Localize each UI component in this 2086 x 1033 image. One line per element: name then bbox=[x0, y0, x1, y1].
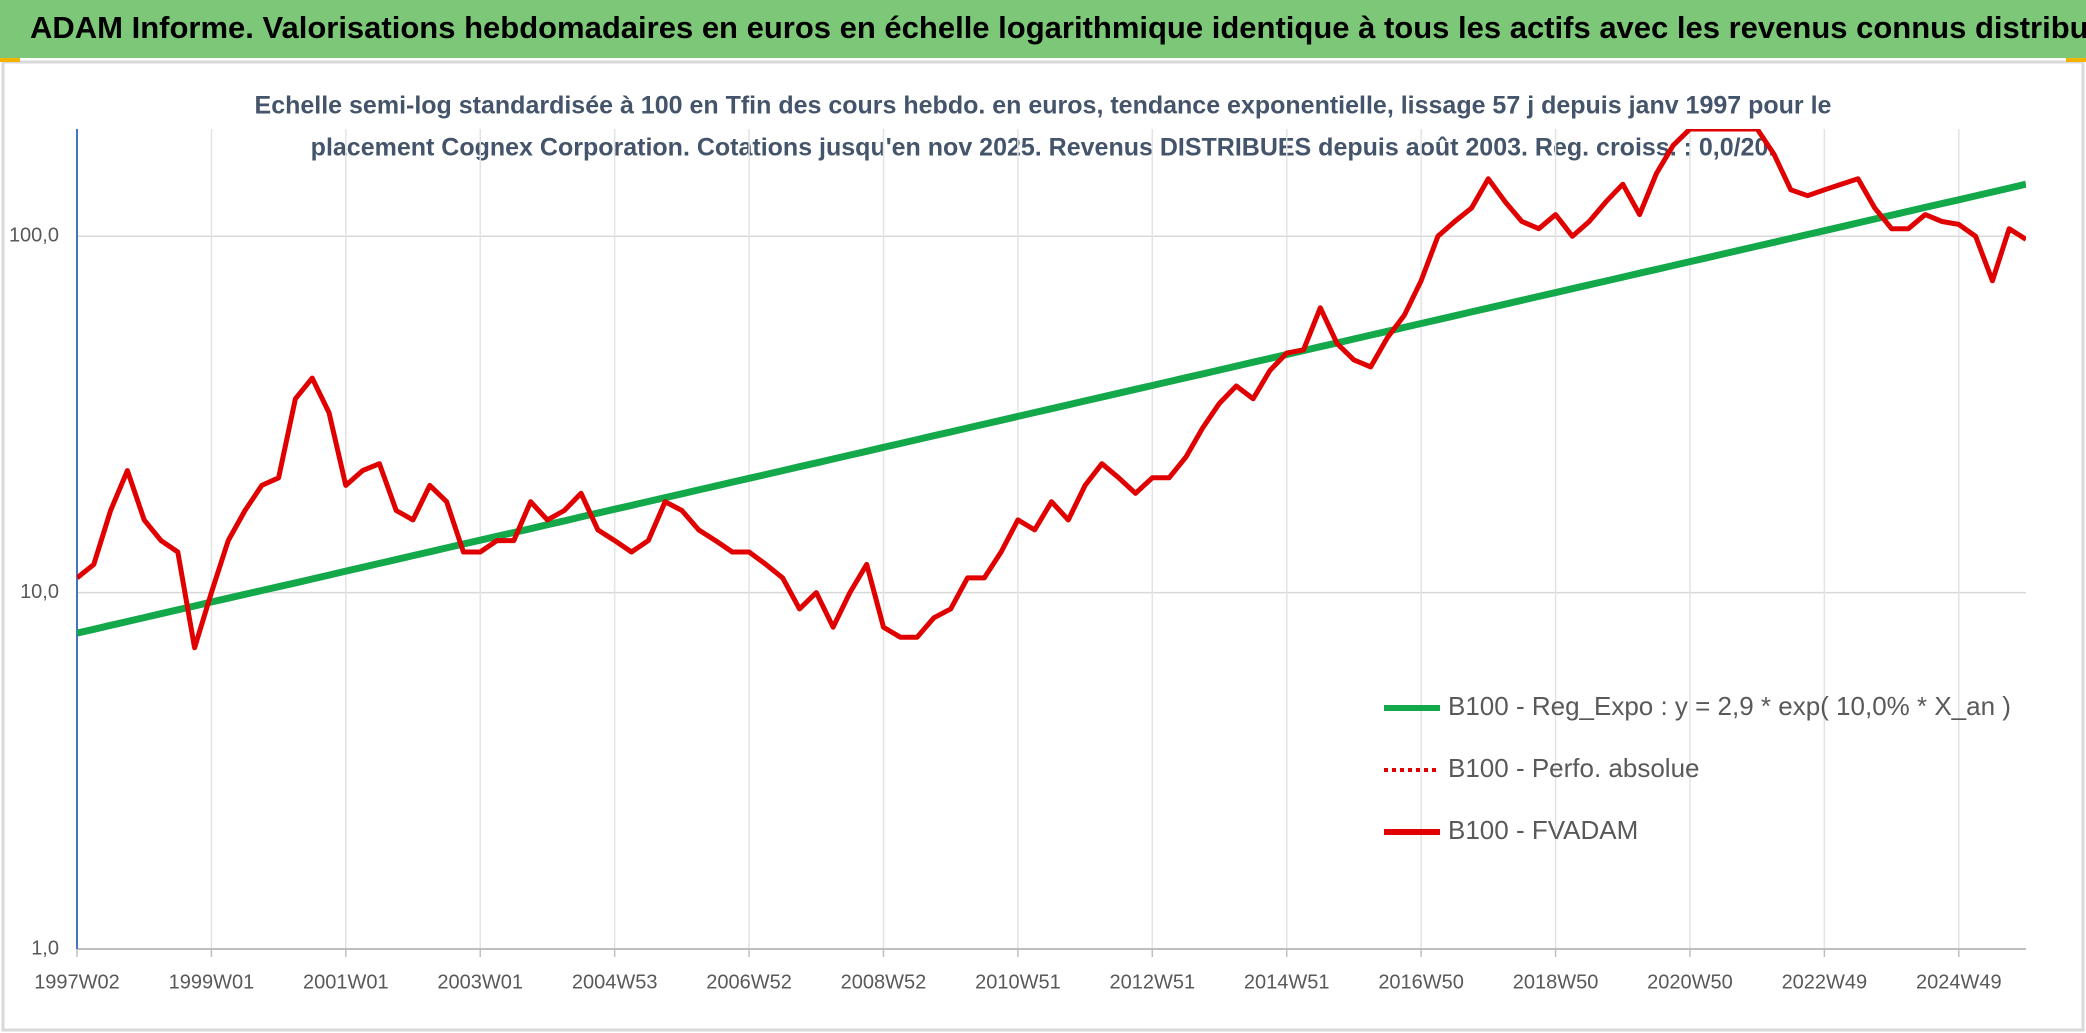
x-tick-label: 2003W01 bbox=[437, 971, 523, 993]
legend-label: B100 - Reg_Expo : y = 2,9 * exp( 10,0% *… bbox=[1448, 691, 2011, 721]
data-line bbox=[77, 129, 2026, 651]
x-tick-label: 2014W51 bbox=[1244, 971, 1330, 993]
x-tick-label: 2022W49 bbox=[1782, 971, 1868, 993]
legend-label: B100 - FVADAM bbox=[1448, 815, 1638, 845]
x-tick-label: 2016W50 bbox=[1378, 971, 1464, 993]
x-tick-label: 2004W53 bbox=[572, 971, 658, 993]
x-tick-label: 2010W51 bbox=[975, 971, 1061, 993]
x-tick-label: 2006W52 bbox=[706, 971, 792, 993]
legend-label: B100 - Perfo. absolue bbox=[1448, 753, 1700, 783]
y-tick-label: 100,0 bbox=[9, 225, 59, 247]
y-tick-label: 10,0 bbox=[20, 581, 59, 603]
x-tick-label: 2008W52 bbox=[841, 971, 927, 993]
frame bbox=[1, 60, 2085, 1032]
data-line bbox=[77, 180, 2026, 637]
x-tick-label: 2018W50 bbox=[1513, 971, 1599, 993]
x-tick-label: 1999W01 bbox=[169, 971, 255, 993]
x-tick-label: 1997W02 bbox=[34, 971, 120, 993]
chart-title: ADAM Informe. Valorisations hebdomadaire… bbox=[30, 10, 2086, 45]
x-tick-label: 2001W01 bbox=[303, 971, 389, 993]
x-tick-label: 2012W51 bbox=[1109, 971, 1195, 993]
y-tick-label: 1,0 bbox=[31, 937, 59, 959]
title-bar bbox=[0, 0, 2086, 58]
chart-subtitle: Echelle semi-log standardisée à 100 en T… bbox=[255, 92, 1832, 120]
x-tick-label: 2020W50 bbox=[1647, 971, 1733, 993]
chart-subtitle: placement Cognex Corporation. Cotations … bbox=[311, 134, 1776, 162]
x-tick-label: 2024W49 bbox=[1916, 971, 2002, 993]
